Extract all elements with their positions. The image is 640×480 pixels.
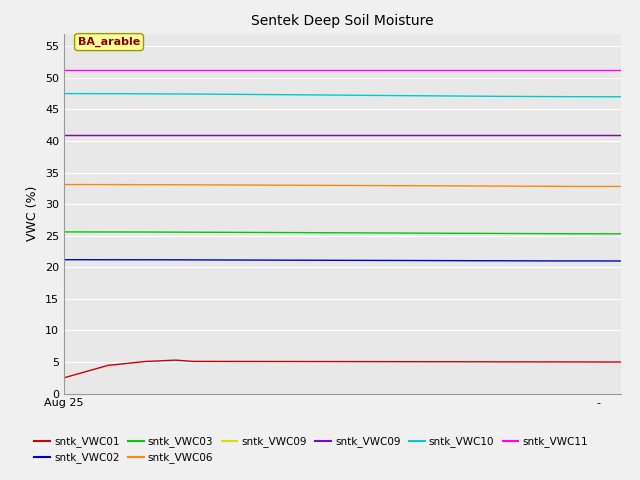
Title: Sentek Deep Soil Moisture: Sentek Deep Soil Moisture xyxy=(251,14,434,28)
Y-axis label: VWC (%): VWC (%) xyxy=(26,186,40,241)
Text: BA_arable: BA_arable xyxy=(78,37,140,47)
Legend: sntk_VWC01, sntk_VWC02, sntk_VWC03, sntk_VWC06, sntk_VWC09, sntk_VWC09, sntk_VWC: sntk_VWC01, sntk_VWC02, sntk_VWC03, sntk… xyxy=(30,432,592,468)
